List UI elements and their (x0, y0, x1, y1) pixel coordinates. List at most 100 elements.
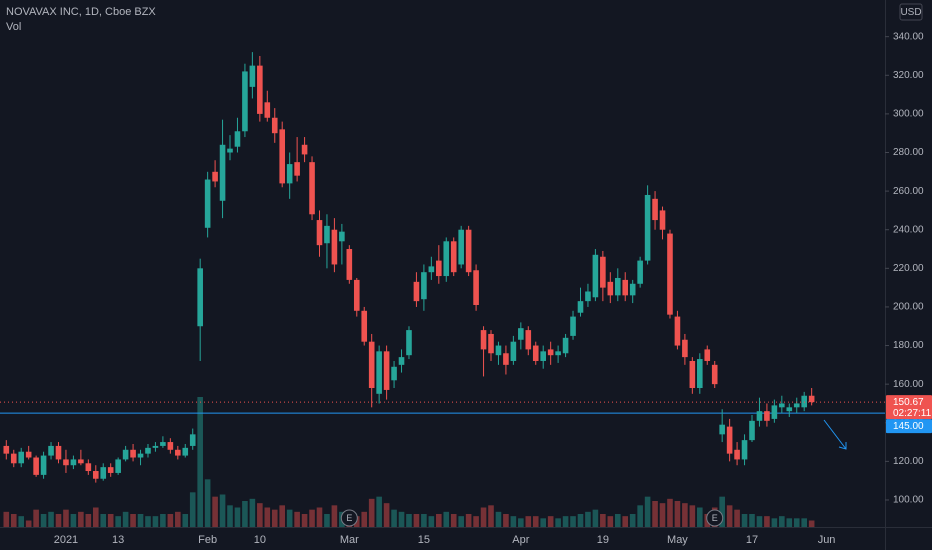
candle-body (637, 260, 643, 284)
volume-bar (689, 505, 696, 527)
volume-bar (279, 505, 286, 527)
volume-bar (227, 505, 233, 527)
candle-body (570, 316, 576, 336)
candle-body (48, 445, 54, 456)
candle-body (145, 447, 151, 454)
volume-bar (212, 496, 218, 527)
volume-bar (55, 514, 62, 527)
event-marker (706, 509, 724, 527)
candle-body (85, 463, 92, 472)
candle-body (78, 459, 84, 464)
volume-bar (406, 514, 412, 527)
candle-body (391, 366, 397, 381)
volume-bar (600, 514, 606, 527)
candle-body (749, 420, 755, 441)
candle-body (189, 434, 196, 446)
volume-bar (242, 501, 248, 527)
volume-bar (234, 507, 241, 527)
candle-body (562, 337, 569, 354)
volume-bar (756, 516, 763, 527)
currency-box[interactable] (899, 3, 923, 21)
candle-body (301, 144, 308, 155)
candle-body (704, 349, 711, 361)
x-tick-label: 17 (746, 534, 758, 546)
volume-bar (413, 514, 420, 527)
volume-bar (764, 516, 770, 527)
volume-bar (771, 518, 778, 527)
volume-bar (436, 514, 442, 527)
candle-body (674, 316, 681, 346)
candle-body (182, 447, 189, 456)
candle-body (376, 351, 382, 394)
volume-bar (741, 514, 748, 527)
candle-body (115, 459, 121, 473)
candle-body (346, 249, 353, 280)
volume-bar (316, 507, 323, 527)
volume-bar (726, 505, 733, 527)
volume-bar (607, 516, 614, 527)
volume-bar (465, 514, 472, 527)
volume-bar (324, 514, 330, 527)
candle-body (711, 364, 718, 385)
candle-body (808, 395, 815, 403)
candle-body (264, 102, 271, 118)
candle-body (510, 341, 517, 361)
volume-bar (145, 516, 151, 527)
x-tick-label: May (667, 534, 688, 546)
candle-body (353, 279, 360, 311)
candle-body (286, 164, 293, 184)
candle-body (577, 301, 584, 313)
volume-bar (331, 505, 338, 527)
volume-bar (808, 520, 815, 527)
volume-bar (160, 514, 166, 527)
candle-body (525, 330, 532, 350)
candle-body (368, 341, 375, 389)
candle-body (40, 455, 47, 475)
event-marker (340, 509, 358, 527)
volume-bar (779, 516, 785, 527)
volume-bar (115, 516, 121, 527)
volume-bar (667, 498, 673, 527)
volume-bar (130, 514, 136, 527)
last-price-box (886, 395, 932, 420)
volume-bar (637, 505, 643, 527)
volume-bar (570, 516, 576, 527)
volume-bar (3, 511, 10, 527)
candle-body (592, 254, 599, 298)
candle-body (480, 330, 487, 350)
y-tick-label: 340.00 (893, 31, 924, 42)
y-tick-label: 320.00 (893, 70, 924, 81)
volume-bar (622, 516, 629, 527)
volume-bar (577, 514, 584, 527)
volume-bar (749, 514, 755, 527)
candle-body (779, 403, 785, 408)
volume-bar (40, 514, 47, 527)
candle-body (547, 349, 554, 356)
candle-body (764, 411, 770, 421)
candle-body (667, 233, 673, 315)
volume-bar (786, 518, 793, 527)
volume-bar (682, 503, 688, 527)
volume-bar (473, 516, 479, 527)
volume-bar (309, 509, 315, 527)
y-tick-label: 300.00 (893, 109, 924, 120)
candle-body (801, 395, 807, 408)
candle-body (644, 194, 651, 261)
volume-bar (70, 514, 77, 527)
candle-body (406, 330, 412, 356)
volume-bar (555, 518, 561, 527)
y-tick-label: 220.00 (893, 263, 924, 274)
volume-bar (48, 511, 54, 527)
volume-bar (294, 511, 300, 527)
candle-body (63, 459, 69, 466)
volume-bar (510, 516, 517, 527)
volume-bar (629, 514, 636, 527)
volume-bar (614, 514, 621, 527)
candle-body (436, 260, 442, 277)
x-tick-label: Mar (340, 534, 359, 546)
candle-body (607, 281, 614, 296)
volume-bar (376, 496, 382, 527)
symbol-title: NOVAVAX INC, 1D, Cboe BZX (6, 6, 156, 18)
